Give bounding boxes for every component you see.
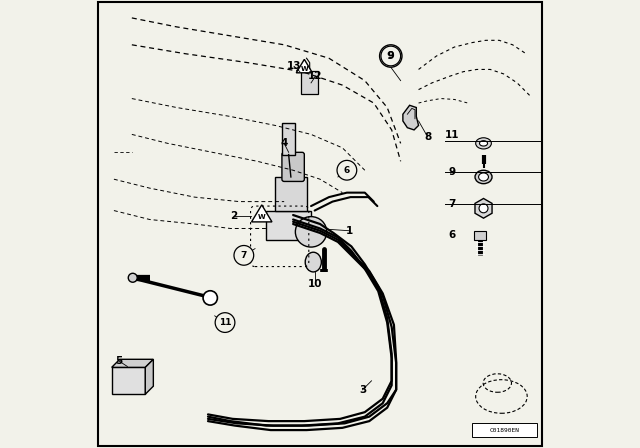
Text: 12: 12 [308, 71, 323, 81]
Text: 9: 9 [449, 168, 456, 177]
Text: 5: 5 [115, 356, 122, 366]
Polygon shape [111, 367, 145, 394]
FancyBboxPatch shape [474, 231, 486, 240]
Text: 13: 13 [287, 61, 301, 71]
Ellipse shape [475, 170, 492, 184]
Text: W: W [300, 66, 308, 72]
Polygon shape [252, 205, 272, 222]
Text: 6: 6 [344, 166, 350, 175]
Circle shape [128, 273, 137, 282]
Circle shape [380, 45, 402, 67]
Circle shape [234, 246, 253, 265]
Text: 3: 3 [359, 385, 366, 395]
Ellipse shape [305, 252, 321, 272]
Text: 10: 10 [307, 280, 322, 289]
FancyBboxPatch shape [266, 211, 311, 240]
Circle shape [203, 291, 218, 305]
Ellipse shape [295, 216, 326, 247]
Text: W: W [258, 214, 266, 220]
Ellipse shape [479, 173, 488, 181]
Text: 8: 8 [424, 132, 431, 142]
Circle shape [337, 160, 356, 180]
FancyBboxPatch shape [282, 123, 295, 155]
Text: 2: 2 [230, 211, 237, 221]
Circle shape [479, 204, 488, 213]
Text: 4: 4 [280, 138, 288, 148]
FancyBboxPatch shape [301, 71, 318, 94]
Text: 9: 9 [387, 51, 395, 61]
Polygon shape [111, 359, 154, 367]
Ellipse shape [476, 138, 492, 149]
Text: 11: 11 [445, 130, 460, 140]
Text: 7: 7 [241, 251, 247, 260]
FancyBboxPatch shape [275, 177, 307, 211]
Bar [472, 423, 538, 437]
Circle shape [381, 46, 401, 66]
Text: C01890EN: C01890EN [490, 427, 520, 433]
FancyBboxPatch shape [282, 152, 304, 181]
Polygon shape [403, 105, 419, 130]
Text: 1: 1 [346, 226, 353, 236]
Ellipse shape [479, 141, 488, 146]
Text: 6: 6 [449, 230, 456, 240]
Text: 11: 11 [219, 318, 231, 327]
Circle shape [215, 313, 235, 332]
Text: 7: 7 [449, 199, 456, 209]
Text: 9: 9 [388, 52, 394, 60]
Polygon shape [296, 59, 312, 73]
Polygon shape [145, 359, 154, 394]
